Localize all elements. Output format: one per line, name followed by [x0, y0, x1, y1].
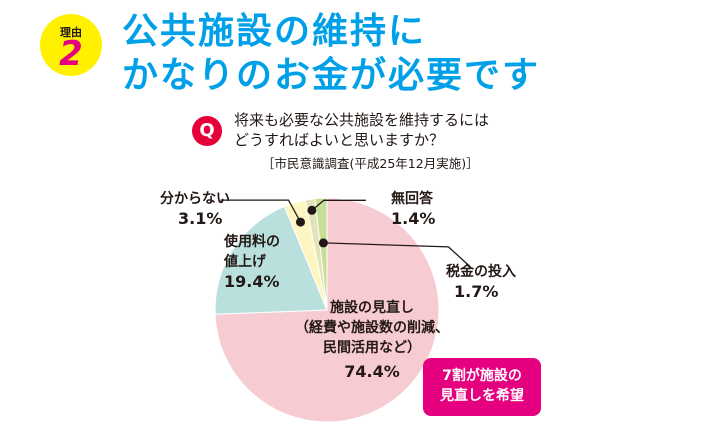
question-line1: 将来も必要な公共施設を維持するには — [234, 111, 490, 129]
leader-line-unknown — [220, 199, 302, 223]
pie-slice-fee — [214, 205, 328, 315]
question-marker: Q — [192, 116, 222, 146]
leader-dots — [296, 205, 328, 248]
reason-badge: 理由 2 — [40, 14, 102, 76]
label-review: 施設の見直し （経費や施設数の削減、 民間活用など） 74.4% — [280, 298, 464, 382]
label-noanswer: 無回答 1.4% — [391, 189, 435, 229]
callout-box: 7割が施設の 見直しを希望 — [423, 358, 541, 416]
leader-line-noanswer — [311, 199, 366, 211]
leader-line-tax — [323, 242, 471, 268]
slice-value-review: 74.4% — [344, 362, 400, 381]
leader-lines — [220, 199, 471, 268]
badge-label: 理由 — [60, 26, 82, 39]
pie-slice-tax — [314, 197, 328, 311]
slice-value-tax: 1.7% — [454, 282, 499, 301]
leader-dot-tax — [318, 238, 328, 248]
callout-line1: 7割が施設の — [442, 368, 522, 384]
survey-source: ［市民意識調査(平成25年12月実施)］ — [262, 156, 479, 171]
slice-name-tax: 税金の投入 — [446, 264, 516, 280]
slice-name-review-3: 民間活用など） — [323, 340, 421, 356]
leader-dot-noanswer — [307, 205, 317, 215]
question-line2: どうすればよいと思いますか？ — [234, 131, 445, 149]
callout-line2: 見直しを希望 — [440, 388, 524, 404]
pie-slices — [214, 197, 440, 423]
slice-name-unknown: 分からない — [160, 191, 230, 207]
slice-name-review-2: （経費や施設数の削減、 — [295, 320, 449, 336]
slice-value-unknown: 3.1% — [178, 209, 223, 228]
leader-dot-unknown — [296, 217, 305, 227]
label-fee: 使用料の 値上げ 19.4% — [224, 232, 280, 292]
slice-name-review-1: 施設の見直し — [330, 300, 414, 316]
headline-line2: かなりのお金が必要です — [122, 55, 541, 96]
slice-name-fee-1: 使用料の — [224, 234, 280, 250]
headline-line1: 公共施設の維持に — [122, 11, 427, 52]
slice-name-noanswer: 無回答 — [391, 191, 433, 207]
slice-value-noanswer: 1.4% — [391, 209, 436, 228]
slice-name-fee-2: 値上げ — [224, 254, 266, 270]
label-unknown: 分からない 3.1% — [160, 189, 230, 229]
badge-number: 2 — [59, 34, 83, 74]
slice-value-fee: 19.4% — [224, 272, 280, 291]
label-tax: 税金の投入 1.7% — [446, 262, 516, 302]
